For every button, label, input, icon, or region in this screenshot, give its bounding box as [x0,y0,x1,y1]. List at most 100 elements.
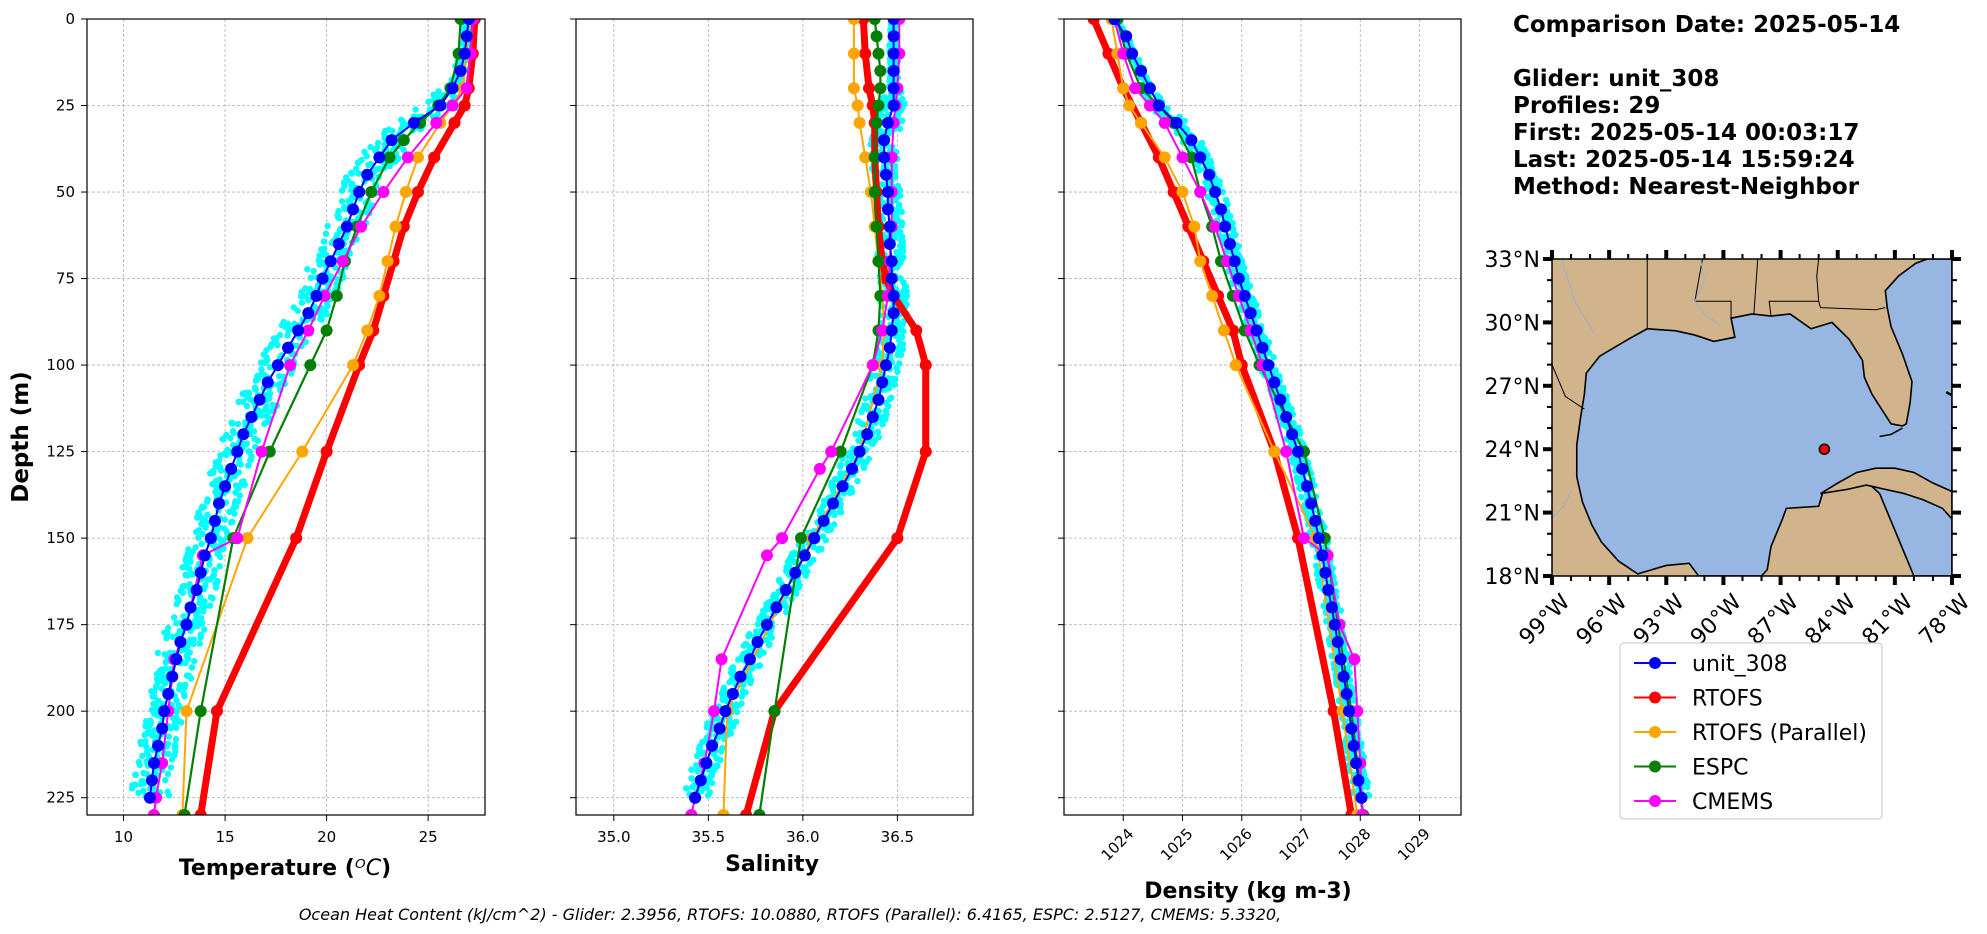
glider-raw-point [897,326,905,334]
data-point [148,757,161,770]
border [1753,259,1759,314]
glider-raw-point [894,368,901,375]
glider-raw-point [207,594,215,601]
data-point [891,532,904,545]
glider-raw-point [254,437,262,444]
y-axis-label: Depth (m) [8,371,34,503]
x-tick-label: 10 [114,828,133,846]
legend: unit_308 RTOFS RTOFS (Parallel) ESPC CMEMS [1619,642,1883,820]
glider-raw-point [204,576,211,583]
glider-raw-point [132,771,139,779]
series-rtofs [1087,19,1358,815]
data-point [1143,82,1156,95]
glider-raw-point [810,543,817,551]
data-point [1350,757,1363,770]
glider-raw-point [323,311,330,318]
glider-raw-point [245,462,252,469]
data-point [868,186,881,199]
glider-raw-point [365,161,372,169]
glider-raw-point [223,528,230,535]
data-point [1143,99,1156,112]
glider-raw-point [245,448,252,455]
series-unit-308 [143,19,475,804]
data-point [253,393,266,406]
glider-raw-point [196,640,203,647]
data-point [434,99,447,112]
data-point [866,411,879,423]
x-tick-label: 1028 [1335,825,1375,865]
data-point [1135,64,1148,77]
map-lat-label: 30°N [1485,311,1540,336]
data-point [1194,186,1207,199]
river [1561,259,1595,334]
data-point [320,445,333,458]
data-point [373,289,386,302]
glider-raw-point [165,792,173,799]
glider-raw-point [816,507,823,514]
data-point [1316,549,1329,562]
data-point [851,99,864,112]
glider-raw-point [230,504,237,512]
glider-raw-point [795,584,803,591]
glider-raw-point [252,386,259,393]
info-block: Comparison Date: 2025-05-14 Glider: unit… [1513,12,1900,201]
data-point [290,532,303,545]
glider-raw-point [717,748,725,755]
glider-raw-point [782,603,790,610]
glider-raw-point [688,775,695,782]
legend-marker [1649,691,1661,704]
glider-raw-point [173,594,181,601]
glider-raw-point [236,492,244,499]
data-point [887,307,900,320]
data-point [1217,324,1230,337]
data-point [397,134,410,147]
glider-raw-point [776,576,783,584]
glider-raw-point [258,359,265,366]
legend-box [1619,642,1883,820]
data-point [304,359,317,372]
x-tick-label: 15 [216,828,235,846]
data-point [428,151,441,164]
glider-raw-points [128,19,477,800]
glider-raw-point [158,675,165,682]
glider-raw-point [199,530,206,538]
data-point [210,705,223,718]
glider-raw-point [897,192,904,199]
data-point [734,670,747,683]
glider-raw-point [1202,179,1209,186]
glider-raw-point [754,620,762,628]
data-point [284,359,297,372]
glider-raw-point [181,692,188,700]
legend-marker [1649,726,1661,738]
glider-raw-point [363,152,370,160]
glider-raw-point [164,770,172,778]
glider-raw-point [412,106,419,113]
glider-raw-point [153,703,161,710]
data-point [1319,566,1332,579]
river [1694,259,1720,325]
data-point [883,237,896,250]
data-point [1102,47,1115,60]
glider-raw-point [193,514,201,521]
glider-raw-point [227,434,234,442]
glider-raw-point [898,221,906,229]
glider-raw-point [189,570,197,578]
glider-raw-point [682,785,690,792]
data-point [847,19,860,25]
data-point [1219,220,1232,233]
glider-raw-point [742,689,749,696]
glider-raw-point [688,766,695,773]
series-unit-308 [1108,19,1368,804]
data-point [859,47,872,60]
glider-raw-point [188,664,196,671]
data-point [881,186,894,199]
glider-raw-point [1337,607,1345,614]
data-point [740,809,753,815]
data-point [1334,653,1347,666]
data-point [885,272,898,285]
x-tick-label: 1027 [1275,825,1315,865]
series-rtofs [740,19,932,815]
data-point [361,168,374,181]
data-point [180,618,193,631]
glider-raw-point [209,468,216,475]
